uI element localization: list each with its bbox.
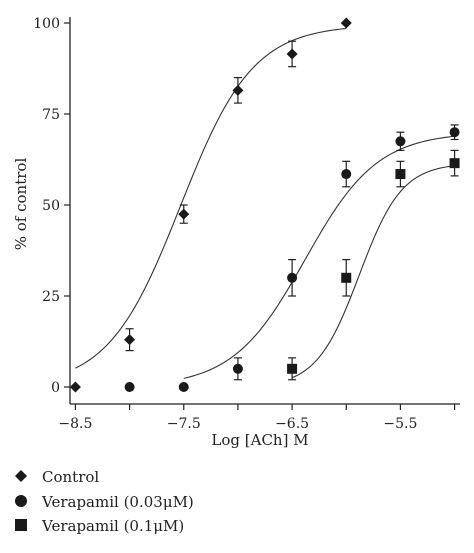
legend-square-marker — [15, 519, 27, 531]
legend-label-verapamil-003: Verapamil (0.03μM) — [41, 493, 194, 511]
x-tick-label: −7.5 — [167, 416, 201, 432]
data-point-diamond — [178, 208, 190, 220]
y-axis-title: % of control — [12, 158, 30, 251]
fit-curve-2 — [291, 165, 455, 379]
x-tick-label: −5.5 — [383, 416, 417, 432]
y-tick-label: 0 — [51, 380, 60, 396]
data-point-diamond — [340, 17, 352, 29]
data-point-circle — [341, 169, 352, 180]
data-point-circle — [449, 127, 460, 138]
y-tick-label: 50 — [42, 198, 60, 214]
legend-diamond-marker — [15, 470, 27, 482]
fit-curve-0 — [75, 27, 347, 369]
y-tick-label: 25 — [42, 289, 60, 305]
legend-label-verapamil-01: Verapamil (0.1μM) — [41, 517, 184, 535]
data-point-diamond — [232, 84, 244, 96]
data-markers — [69, 17, 460, 393]
y-axis-ticks: 0 25 50 75 100 — [33, 16, 70, 396]
data-point-circle — [287, 272, 298, 283]
data-point-square — [449, 158, 460, 169]
x-axis-title: Log [ACh] M — [211, 431, 308, 449]
data-point-diamond — [124, 334, 136, 346]
x-tick-label: −6.5 — [275, 416, 309, 432]
data-point-diamond — [286, 48, 298, 60]
data-point-square — [341, 272, 352, 283]
data-point-circle — [124, 382, 135, 392]
axes — [69, 17, 460, 405]
data-point-circle — [395, 136, 406, 147]
x-axis-ticks: −8.5 −7.5 −6.5 −5.5 — [58, 404, 456, 432]
data-point-circle — [178, 382, 189, 392]
data-point-diamond — [69, 381, 81, 393]
legend-circle-marker — [15, 495, 27, 507]
data-point-square — [395, 169, 406, 180]
legend-item-control: Control — [15, 468, 99, 486]
fit-curve-1 — [183, 135, 455, 379]
y-tick-label: 100 — [33, 16, 60, 32]
data-point-circle — [232, 363, 243, 374]
legend-label-control: Control — [42, 468, 99, 486]
legend-item-verapamil-003: Verapamil (0.03μM) — [15, 493, 194, 511]
y-tick-label: 75 — [42, 107, 60, 123]
error-bars — [125, 40, 459, 381]
legend-item-verapamil-01: Verapamil (0.1μM) — [15, 517, 184, 535]
x-tick-label: −8.5 — [58, 416, 92, 432]
data-point-square — [287, 363, 298, 374]
fit-curves — [75, 27, 455, 379]
legend: Control Verapamil (0.03μM) Verapamil (0.… — [15, 468, 194, 535]
